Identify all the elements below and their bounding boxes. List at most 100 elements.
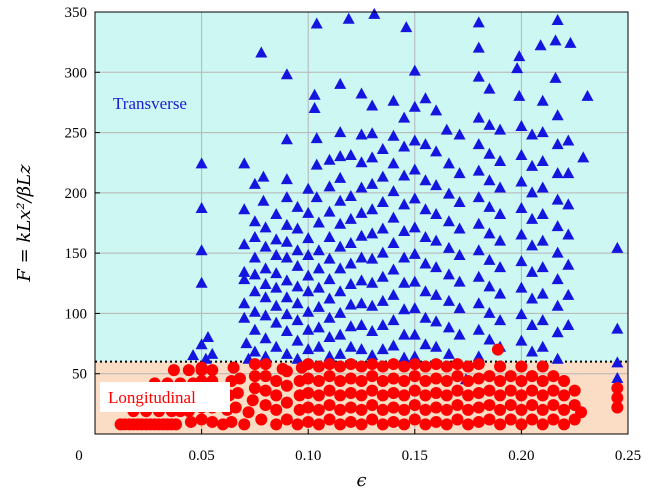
- point-circle-83: [312, 418, 325, 431]
- point-circle-105: [355, 389, 368, 402]
- point-triangle-34: [259, 291, 272, 303]
- point-triangle-230: [472, 270, 485, 282]
- point-circle-84: [312, 403, 325, 416]
- point-triangle-217: [453, 275, 466, 287]
- point-triangle-161: [387, 314, 400, 326]
- point-triangle-259: [515, 202, 528, 214]
- point-triangle-94: [323, 273, 336, 285]
- point-triangle-128: [355, 274, 368, 286]
- point-circle-196: [558, 403, 571, 416]
- point-circle-194: [547, 370, 560, 383]
- point-triangle-198: [430, 234, 443, 246]
- point-circle-168: [494, 418, 507, 431]
- point-circle-31: [182, 364, 195, 377]
- point-circle-152: [451, 358, 464, 371]
- y-axis-label: F = kLx²/βLz: [14, 164, 35, 283]
- point-triangle-269: [526, 239, 539, 251]
- point-triangle-173: [398, 351, 411, 363]
- point-circle-167: [491, 343, 504, 356]
- point-triangle-212: [453, 128, 466, 140]
- point-circle-112: [366, 358, 379, 371]
- point-circle-192: [547, 399, 560, 412]
- point-triangle-261: [515, 255, 528, 267]
- point-triangle-251: [494, 314, 507, 326]
- point-triangle-190: [419, 257, 432, 269]
- point-triangle-117: [344, 277, 357, 289]
- point-triangle-10: [238, 203, 251, 215]
- x-tick-label-4: 0.20: [508, 448, 534, 464]
- point-circle-183: [526, 399, 539, 412]
- point-triangle-9: [238, 157, 251, 169]
- point-triangle-238: [483, 200, 496, 212]
- point-circle-111: [366, 370, 379, 383]
- point-circle-175: [504, 384, 517, 397]
- point-circle-45: [225, 415, 238, 428]
- point-circle-35: [195, 413, 208, 426]
- point-circle-114: [376, 403, 389, 416]
- y-tick-label-2: 150: [65, 246, 88, 262]
- y-tick-label-5: 300: [65, 65, 88, 81]
- point-triangle-45: [270, 340, 283, 352]
- point-circle-135: [419, 389, 432, 402]
- point-triangle-89: [323, 153, 336, 165]
- point-triangle-95: [323, 292, 336, 304]
- point-triangle-70: [302, 249, 315, 261]
- point-triangle-283: [536, 314, 549, 326]
- point-circle-58: [248, 358, 261, 371]
- point-circle-177: [515, 418, 528, 431]
- point-circle-190: [536, 360, 549, 373]
- point-triangle-296: [551, 326, 564, 338]
- point-triangle-82: [312, 216, 325, 228]
- y-tick-label-6: 350: [65, 5, 88, 21]
- point-circle-172: [494, 360, 507, 373]
- point-circle-139: [430, 401, 443, 414]
- point-triangle-85: [312, 281, 325, 293]
- point-triangle-121: [355, 87, 368, 99]
- point-triangle-77: [308, 88, 321, 100]
- point-circle-195: [558, 418, 571, 431]
- point-triangle-56: [280, 325, 293, 337]
- point-triangle-42: [270, 281, 283, 293]
- point-triangle-256: [515, 120, 528, 132]
- point-triangle-284: [536, 340, 549, 352]
- point-circle-96: [334, 374, 347, 387]
- point-circle-156: [462, 374, 475, 387]
- point-triangle-39: [270, 233, 283, 245]
- point-triangle-54: [280, 291, 293, 303]
- point-triangle-43: [270, 299, 283, 311]
- longitudinal-label-box: [100, 382, 230, 412]
- point-triangle-25: [248, 323, 261, 335]
- point-triangle-59: [291, 222, 304, 234]
- point-circle-115: [376, 389, 389, 402]
- point-triangle-67: [302, 182, 315, 194]
- point-circle-106: [355, 374, 368, 387]
- point-circle-171: [494, 374, 507, 387]
- point-circle-132: [408, 358, 421, 371]
- data-points: [114, 7, 624, 431]
- point-triangle-79: [310, 132, 323, 144]
- point-circle-47: [229, 401, 242, 414]
- point-triangle-109: [334, 328, 347, 340]
- region-label-longitudinal: Longitudinal: [108, 388, 196, 407]
- point-triangle-234: [483, 82, 496, 94]
- point-triangle-250: [494, 287, 507, 299]
- point-circle-163: [483, 413, 496, 426]
- point-circle-173: [504, 413, 517, 426]
- point-circle-104: [355, 403, 368, 416]
- point-triangle-114: [344, 212, 357, 224]
- point-triangle-157: [387, 211, 400, 223]
- point-triangle-24: [248, 305, 261, 317]
- point-triangle-154: [387, 129, 400, 141]
- point-circle-81: [302, 372, 315, 385]
- y-tick-label-0: 50: [72, 367, 87, 383]
- point-triangle-183: [408, 328, 421, 340]
- point-triangle-98: [323, 350, 336, 362]
- point-triangle-19: [248, 215, 261, 227]
- point-circle-166: [483, 370, 496, 383]
- point-circle-182: [526, 413, 539, 426]
- point-triangle-227: [472, 191, 485, 203]
- point-circle-80: [302, 387, 315, 400]
- point-circle-67: [270, 374, 283, 387]
- point-triangle-289: [551, 138, 564, 150]
